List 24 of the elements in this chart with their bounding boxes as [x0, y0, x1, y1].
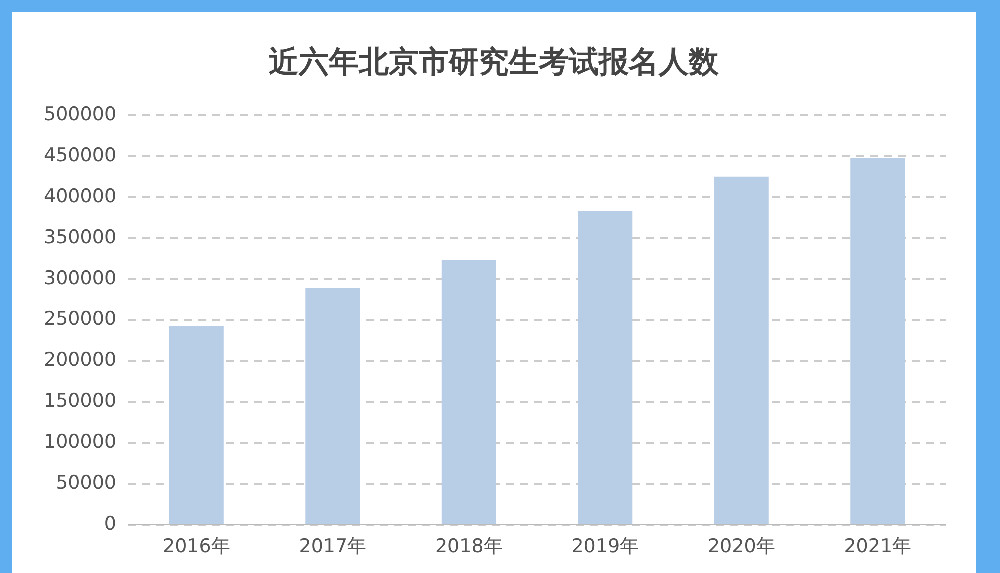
y-tick-label: 400000: [44, 185, 117, 208]
y-tick-label: 250000: [44, 308, 117, 330]
y-tick-label: 50000: [56, 472, 117, 494]
bar: [442, 260, 496, 524]
x-tick-label: 2020年: [708, 536, 776, 558]
y-tick-label: 350000: [44, 226, 117, 248]
x-tick-label: 2018年: [435, 536, 503, 558]
x-tick-label: 2017年: [299, 536, 367, 558]
y-tick-label: 500000: [44, 103, 117, 126]
bar: [578, 211, 633, 524]
y-tick-label: 100000: [44, 431, 117, 454]
y-tick-label: 450000: [44, 144, 117, 166]
y-tick-label: 150000: [44, 390, 117, 412]
y-tick-label: 200000: [44, 349, 117, 372]
x-tick-label: 2016年: [162, 536, 230, 558]
y-tick-label: 0: [104, 513, 117, 536]
bar: [306, 288, 360, 524]
x-tick-label: 2021年: [844, 536, 912, 558]
x-tick-label: 2019年: [572, 536, 640, 558]
chart-title: 近六年北京市研究生考试报名人数: [268, 44, 720, 82]
bar: [169, 326, 224, 524]
bar: [850, 158, 906, 524]
y-tick-label: 300000: [44, 267, 117, 290]
bar: [714, 176, 769, 524]
